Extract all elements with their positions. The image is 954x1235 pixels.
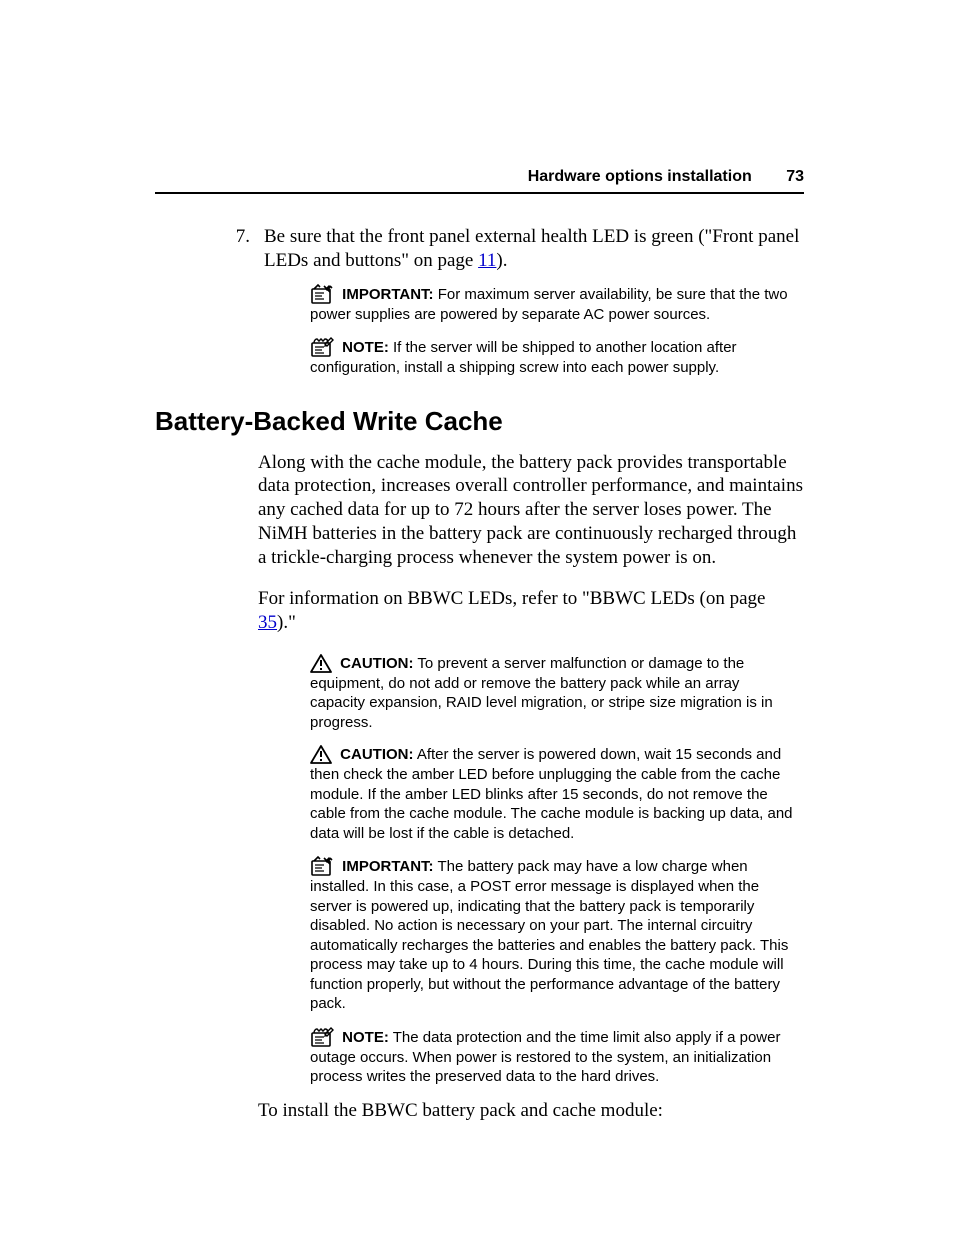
page-number: 73 [786, 168, 804, 185]
para2-post: )." [277, 612, 296, 633]
callout-note: NOTE: The data protection and the time l… [310, 1026, 794, 1087]
caution-icon [310, 744, 332, 765]
paragraph: For information on BBWC LEDs, refer to "… [258, 587, 804, 635]
important-icon [310, 283, 334, 305]
callout-text: The battery pack may have a low charge w… [310, 858, 788, 1012]
important-icon [310, 855, 334, 877]
page-link-35[interactable]: 35 [258, 612, 277, 633]
callout-label: CAUTION: [340, 655, 413, 672]
section-heading: Battery-Backed Write Cache [155, 406, 804, 437]
list-text: Be sure that the front panel external he… [264, 225, 804, 273]
page-link-11[interactable]: 11 [478, 250, 496, 271]
paragraph: To install the BBWC battery pack and cac… [258, 1099, 804, 1123]
callout-important: IMPORTANT: For maximum server availabili… [310, 283, 794, 325]
callout-label: IMPORTANT: [342, 286, 433, 303]
callout-label: IMPORTANT: [342, 858, 433, 875]
step7-post: ). [496, 250, 507, 271]
page-body: 7. Be sure that the front panel external… [155, 225, 804, 1141]
list-item-7: 7. Be sure that the front panel external… [155, 225, 804, 273]
callout-important: IMPORTANT: The battery pack may have a l… [310, 855, 794, 1014]
callout-label: NOTE: [342, 1029, 389, 1046]
header-rule [155, 192, 804, 194]
header-title: Hardware options installation [528, 168, 752, 185]
callout-label: NOTE: [342, 339, 389, 356]
paragraph: Along with the cache module, the battery… [258, 451, 804, 570]
note-icon [310, 336, 334, 358]
callout-caution: CAUTION: After the server is powered dow… [310, 744, 794, 843]
callout-caution: CAUTION: To prevent a server malfunction… [310, 653, 794, 733]
note-icon [310, 1026, 334, 1048]
list-number: 7. [155, 225, 264, 273]
caution-icon [310, 653, 332, 674]
para2-pre: For information on BBWC LEDs, refer to "… [258, 588, 765, 609]
page: Hardware options installation 73 7. Be s… [0, 0, 954, 1235]
callout-label: CAUTION: [340, 746, 413, 763]
page-header: Hardware options installation 73 [155, 168, 804, 186]
step7-pre: Be sure that the front panel external he… [264, 226, 799, 271]
callout-note: NOTE: If the server will be shipped to a… [310, 336, 794, 378]
